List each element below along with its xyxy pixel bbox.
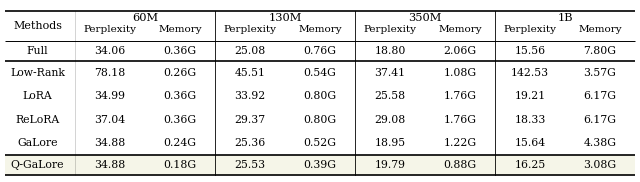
Text: 34.06: 34.06: [94, 46, 125, 56]
Text: 0.39G: 0.39G: [303, 160, 337, 170]
Text: 0.24G: 0.24G: [163, 138, 196, 148]
Text: 0.88G: 0.88G: [444, 160, 477, 170]
Text: 6.17G: 6.17G: [584, 91, 616, 101]
Text: 0.80G: 0.80G: [303, 115, 337, 125]
Text: Perplexity: Perplexity: [364, 25, 417, 35]
Text: 3.08G: 3.08G: [584, 160, 616, 170]
Text: 18.33: 18.33: [515, 115, 546, 125]
Text: 1.76G: 1.76G: [444, 91, 477, 101]
Text: 0.36G: 0.36G: [163, 115, 196, 125]
Text: 25.36: 25.36: [234, 138, 266, 148]
Text: 1B: 1B: [557, 13, 573, 23]
Text: 19.21: 19.21: [515, 91, 546, 101]
Text: 18.95: 18.95: [374, 138, 406, 148]
Text: 29.08: 29.08: [374, 115, 406, 125]
Text: 37.41: 37.41: [374, 68, 406, 78]
Text: 37.04: 37.04: [95, 115, 125, 125]
Text: 78.18: 78.18: [94, 68, 125, 78]
Text: 0.76G: 0.76G: [303, 46, 337, 56]
Text: 0.36G: 0.36G: [163, 46, 196, 56]
Text: Memory: Memory: [578, 25, 622, 35]
Text: Perplexity: Perplexity: [504, 25, 557, 35]
Text: GaLore: GaLore: [17, 138, 58, 148]
Text: 130M: 130M: [268, 13, 301, 23]
Text: 0.36G: 0.36G: [163, 91, 196, 101]
Text: 25.08: 25.08: [234, 46, 266, 56]
Text: 34.88: 34.88: [94, 160, 125, 170]
Text: Perplexity: Perplexity: [223, 25, 276, 35]
Text: 7.80G: 7.80G: [584, 46, 616, 56]
Text: Memory: Memory: [158, 25, 202, 35]
Text: Q-GaLore: Q-GaLore: [11, 160, 64, 170]
Text: 15.64: 15.64: [515, 138, 545, 148]
Text: 34.88: 34.88: [94, 138, 125, 148]
Text: Methods: Methods: [13, 21, 62, 31]
Text: 142.53: 142.53: [511, 68, 549, 78]
Text: 19.79: 19.79: [374, 160, 406, 170]
Text: 1.08G: 1.08G: [444, 68, 477, 78]
Text: 18.80: 18.80: [374, 46, 406, 56]
Text: Memory: Memory: [438, 25, 482, 35]
Text: Full: Full: [27, 46, 48, 56]
Text: 16.25: 16.25: [515, 160, 546, 170]
Text: 45.51: 45.51: [234, 68, 266, 78]
Text: 15.56: 15.56: [515, 46, 545, 56]
Text: 0.18G: 0.18G: [163, 160, 196, 170]
Text: 0.54G: 0.54G: [303, 68, 337, 78]
Text: LoRA: LoRA: [22, 91, 52, 101]
Text: Low-Rank: Low-Rank: [10, 68, 65, 78]
Text: 34.99: 34.99: [95, 91, 125, 101]
Text: 2.06G: 2.06G: [444, 46, 477, 56]
Text: Perplexity: Perplexity: [83, 25, 136, 35]
Text: 25.53: 25.53: [234, 160, 266, 170]
FancyBboxPatch shape: [5, 155, 635, 175]
Text: 3.57G: 3.57G: [584, 68, 616, 78]
Text: 6.17G: 6.17G: [584, 115, 616, 125]
Text: 0.26G: 0.26G: [163, 68, 196, 78]
Text: 33.92: 33.92: [234, 91, 266, 101]
Text: 0.80G: 0.80G: [303, 91, 337, 101]
Text: 350M: 350M: [408, 13, 442, 23]
Text: 0.52G: 0.52G: [303, 138, 337, 148]
Text: 1.76G: 1.76G: [444, 115, 477, 125]
Text: ReLoRA: ReLoRA: [15, 115, 60, 125]
Text: 1.22G: 1.22G: [444, 138, 477, 148]
Text: 4.38G: 4.38G: [584, 138, 616, 148]
Text: Memory: Memory: [298, 25, 342, 35]
Text: 60M: 60M: [132, 13, 158, 23]
Text: 25.58: 25.58: [374, 91, 406, 101]
Text: 29.37: 29.37: [234, 115, 266, 125]
